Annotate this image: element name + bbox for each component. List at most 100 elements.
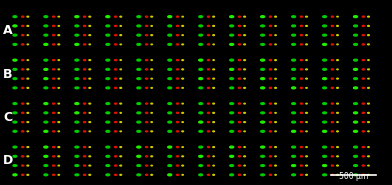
Circle shape <box>27 35 29 36</box>
Circle shape <box>176 103 179 104</box>
Circle shape <box>362 147 365 148</box>
Circle shape <box>182 165 183 166</box>
Circle shape <box>182 131 183 132</box>
Circle shape <box>207 78 210 79</box>
Circle shape <box>168 112 172 114</box>
Circle shape <box>199 78 203 80</box>
Circle shape <box>145 87 148 88</box>
Circle shape <box>120 174 122 175</box>
Circle shape <box>75 103 79 105</box>
Circle shape <box>292 146 296 148</box>
Circle shape <box>182 35 183 36</box>
Circle shape <box>13 25 17 27</box>
Circle shape <box>114 112 117 113</box>
Circle shape <box>168 34 172 36</box>
Circle shape <box>75 59 79 61</box>
Circle shape <box>114 103 117 104</box>
Circle shape <box>145 78 148 79</box>
Circle shape <box>292 130 296 132</box>
Circle shape <box>53 87 55 88</box>
Circle shape <box>106 59 110 61</box>
Circle shape <box>137 130 141 132</box>
Circle shape <box>269 122 272 123</box>
Circle shape <box>261 165 265 166</box>
Circle shape <box>230 165 234 166</box>
Circle shape <box>244 69 245 70</box>
Circle shape <box>168 121 172 123</box>
Circle shape <box>238 35 241 36</box>
Circle shape <box>13 87 17 89</box>
Circle shape <box>230 68 234 70</box>
Circle shape <box>145 44 148 45</box>
Circle shape <box>106 34 110 36</box>
Circle shape <box>354 34 358 36</box>
Circle shape <box>114 87 117 88</box>
Circle shape <box>182 44 183 45</box>
Circle shape <box>168 130 172 132</box>
Circle shape <box>27 165 29 166</box>
Circle shape <box>207 174 210 175</box>
Text: 500 μm: 500 μm <box>339 172 368 181</box>
Circle shape <box>75 130 79 132</box>
Circle shape <box>230 34 234 36</box>
Circle shape <box>323 130 327 132</box>
Circle shape <box>354 16 358 18</box>
Circle shape <box>176 174 179 175</box>
Circle shape <box>53 131 55 132</box>
Circle shape <box>354 43 358 45</box>
Circle shape <box>53 112 55 113</box>
Circle shape <box>44 155 48 157</box>
Circle shape <box>230 121 234 123</box>
Circle shape <box>275 112 276 113</box>
Circle shape <box>300 156 303 157</box>
Circle shape <box>362 69 365 70</box>
Circle shape <box>22 147 24 148</box>
Circle shape <box>168 25 172 27</box>
Circle shape <box>120 103 122 104</box>
Circle shape <box>230 103 234 105</box>
Circle shape <box>213 78 214 79</box>
Circle shape <box>151 16 152 17</box>
Circle shape <box>244 174 245 175</box>
Circle shape <box>354 130 358 132</box>
Circle shape <box>323 34 327 36</box>
Circle shape <box>151 103 152 104</box>
Circle shape <box>244 35 245 36</box>
Circle shape <box>13 78 17 80</box>
Circle shape <box>83 174 86 175</box>
Circle shape <box>83 78 86 79</box>
Circle shape <box>83 147 86 148</box>
Circle shape <box>13 146 17 148</box>
Circle shape <box>75 34 79 36</box>
Circle shape <box>176 147 179 148</box>
Circle shape <box>207 122 210 123</box>
Circle shape <box>331 25 334 26</box>
Circle shape <box>53 78 55 79</box>
Circle shape <box>323 25 327 27</box>
Circle shape <box>306 16 307 17</box>
Circle shape <box>244 44 245 45</box>
Circle shape <box>306 156 307 157</box>
Circle shape <box>176 87 179 88</box>
Circle shape <box>354 174 358 176</box>
Circle shape <box>269 147 272 148</box>
Circle shape <box>83 69 86 70</box>
Circle shape <box>306 35 307 36</box>
Circle shape <box>106 87 110 89</box>
Circle shape <box>238 103 241 104</box>
Circle shape <box>83 165 86 166</box>
Circle shape <box>300 87 303 88</box>
Circle shape <box>230 16 234 18</box>
Circle shape <box>300 44 303 45</box>
Circle shape <box>182 174 183 175</box>
Circle shape <box>53 103 55 104</box>
Circle shape <box>106 130 110 132</box>
Circle shape <box>306 112 307 113</box>
Circle shape <box>261 25 265 27</box>
Circle shape <box>238 78 241 79</box>
Circle shape <box>83 35 86 36</box>
Circle shape <box>89 165 91 166</box>
Circle shape <box>275 78 276 79</box>
Circle shape <box>44 34 48 36</box>
Circle shape <box>58 156 60 157</box>
